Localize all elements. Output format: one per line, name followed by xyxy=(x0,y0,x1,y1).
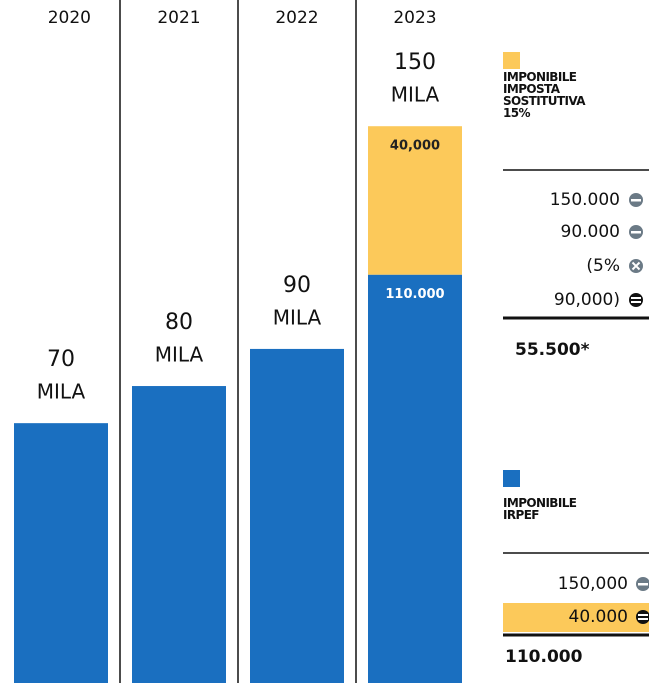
bar-segment xyxy=(132,386,226,683)
legend-label: IMPONIBILE IRPEF xyxy=(503,496,577,522)
calc-line: (5% xyxy=(586,256,620,276)
calc-line: 150,000 xyxy=(558,574,628,594)
legend-item: IMPONIBILE IRPEF xyxy=(503,470,613,521)
bar-segment xyxy=(368,274,462,683)
unit-label: MILA xyxy=(273,305,322,329)
unit-label: MILA xyxy=(37,380,86,404)
legend-swatch xyxy=(503,470,520,487)
x-tick-label: 2023 xyxy=(393,8,436,28)
legend-label: IMPONIBILE IMPOSTA SOSTITUTIVA 15% xyxy=(503,70,585,120)
calc-result: 110.000 xyxy=(505,647,583,667)
unit-label: MILA xyxy=(155,343,204,367)
value-label: 110.000 xyxy=(385,287,444,302)
calc-line: 40.000 xyxy=(569,607,628,627)
calc-line: 90.000 xyxy=(561,222,620,242)
legend-item: IMPONIBILE IMPOSTA SOSTITUTIVA 15% xyxy=(503,52,613,119)
legend-swatch xyxy=(503,52,520,69)
unit-label: MILA xyxy=(391,83,440,107)
x-tick-label: 2022 xyxy=(275,8,318,28)
x-tick-label: 2021 xyxy=(157,8,200,28)
total-label: 90 xyxy=(283,273,311,298)
bar-segment xyxy=(14,423,108,683)
value-label: 40,000 xyxy=(390,139,440,154)
calc-line: 150.000 xyxy=(550,190,620,210)
total-label: 70 xyxy=(47,347,75,372)
total-label: 80 xyxy=(165,310,193,335)
bar-segment xyxy=(250,348,344,683)
total-label: 150 xyxy=(394,50,436,75)
x-tick-label: 2020 xyxy=(48,8,91,28)
calc-line: 90,000) xyxy=(554,290,620,310)
highlight xyxy=(503,603,649,632)
op-icons xyxy=(629,193,649,624)
calc-result: 55.500* xyxy=(515,340,590,360)
bar-segment xyxy=(368,126,462,275)
